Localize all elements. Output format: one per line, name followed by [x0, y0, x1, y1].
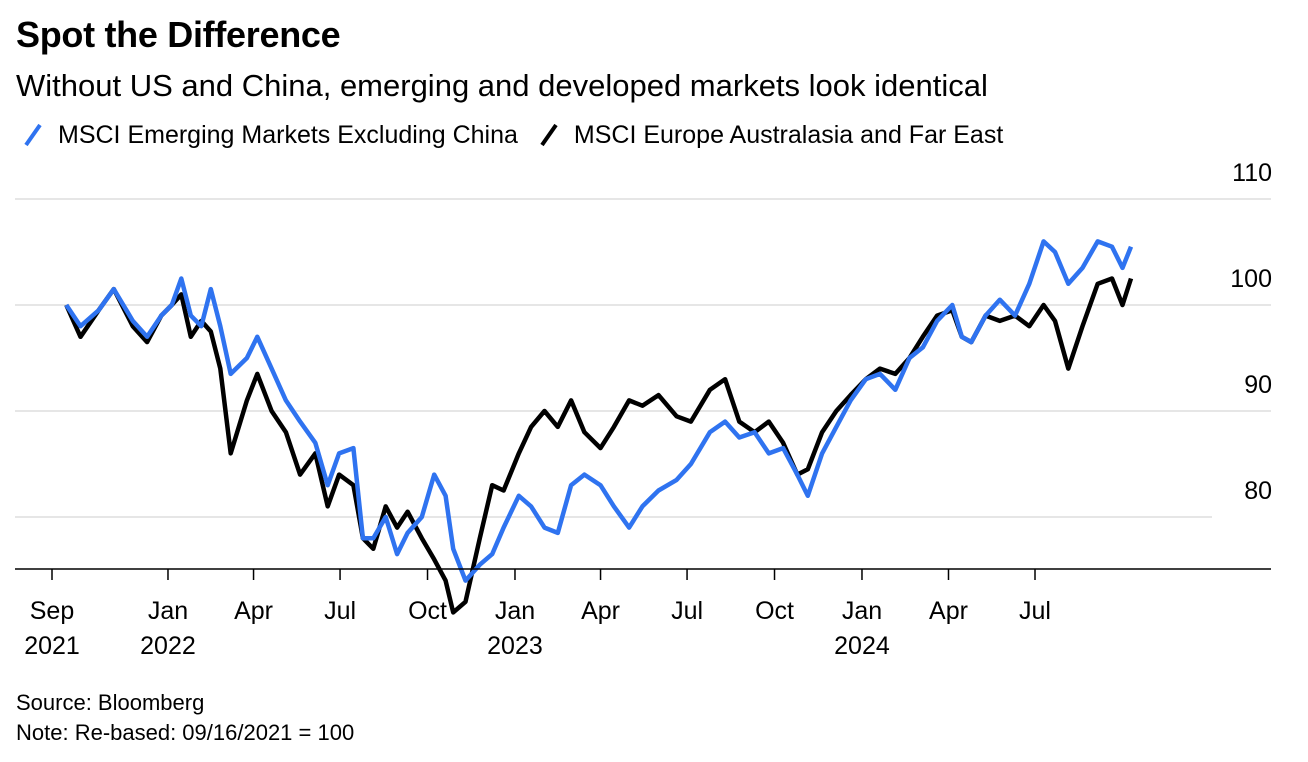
x-tick-label: Jul: [671, 597, 703, 625]
series-lines: [64, 239, 1134, 615]
x-tick-label: Jan: [148, 597, 188, 625]
x-tick-label: Sep: [30, 597, 74, 625]
legend-item-eafe: MSCI Europe Australasia and Far East: [538, 120, 1003, 150]
legend-label-em: MSCI Emerging Markets Excluding China: [58, 120, 518, 149]
line-chart: 80 90 100 110 Sep 2021 Jan 2022 Apr Jul Oct Jan 202…: [15, 159, 1272, 660]
x-tick-label: Apr: [234, 597, 273, 625]
x-tick-label: Jan: [495, 597, 535, 625]
x-tick-year-label: 2022: [140, 632, 196, 660]
y-tick-label: 110: [1232, 159, 1272, 187]
chart-subtitle: Without US and China, emerging and devel…: [16, 68, 988, 103]
legend-swatch-em: [24, 123, 42, 147]
y-tick-label: 80: [1244, 477, 1272, 505]
x-tick-label: Apr: [929, 597, 968, 625]
x-tick-label: Jul: [324, 597, 356, 625]
legend: MSCI Emerging Markets Excluding China MS…: [22, 120, 1023, 150]
y-tick-label: 100: [1230, 265, 1272, 293]
y-tick-label: 90: [1244, 371, 1272, 399]
rebase-note: Note: Re-based: 09/16/2021 = 100: [16, 720, 355, 745]
x-tick-year-label: 2023: [487, 632, 543, 660]
x-tick-label: Apr: [581, 597, 620, 625]
y-axis-labels: 80 90 100 110: [1230, 159, 1272, 505]
source-note: Source: Bloomberg: [16, 690, 205, 715]
x-tick-year-label: 2021: [24, 632, 80, 660]
gridlines: [15, 198, 1271, 518]
legend-swatch-eafe: [540, 123, 558, 147]
series-line-eafe: [64, 276, 1134, 615]
x-tick-year-label: 2024: [834, 632, 890, 660]
series-line-em-ex-china: [64, 239, 1134, 583]
legend-label-eafe: MSCI Europe Australasia and Far East: [573, 120, 1004, 149]
x-tick-label: Oct: [755, 597, 794, 625]
chart-title: Spot the Difference: [16, 14, 341, 55]
chart-footer: Source: Bloomberg Note: Re-based: 09/16/…: [16, 688, 354, 748]
legend-item-em: MSCI Emerging Markets Excluding China: [22, 120, 518, 150]
x-tick-label: Oct: [408, 597, 447, 625]
x-tick-label: Jan: [842, 597, 882, 625]
x-axis-ticks: Sep 2021 Jan 2022 Apr Jul Oct Jan 2023 Apr Jul Oct J…: [24, 569, 1051, 660]
x-tick-label: Jul: [1019, 597, 1051, 625]
